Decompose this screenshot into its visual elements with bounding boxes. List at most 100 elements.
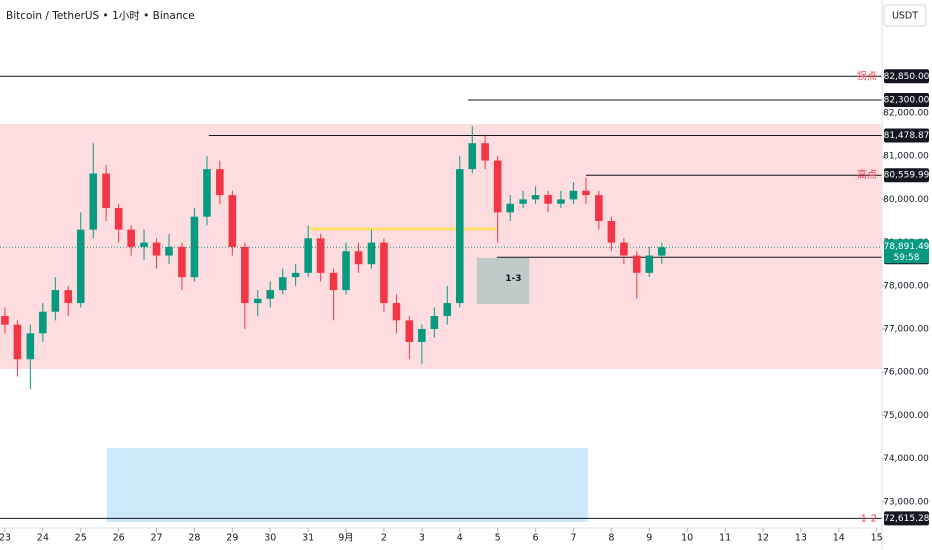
candle-body — [1, 316, 9, 325]
x-tick-label: 15 — [871, 533, 883, 544]
price-label: 82,850.00 — [884, 72, 930, 82]
candle-body — [531, 195, 540, 200]
x-tick-label: 9 — [646, 533, 652, 544]
candle-body — [544, 195, 552, 204]
candle-body — [316, 238, 325, 273]
x-tick-label: 31 — [302, 533, 314, 544]
y-tick-label: 75,000.00 — [883, 411, 929, 421]
candle-body — [607, 221, 616, 243]
candle-body — [380, 242, 388, 304]
candle-body — [114, 208, 123, 230]
price-label: 81,478.87 — [884, 131, 930, 141]
candle-body — [354, 251, 363, 265]
price-label-box — [884, 69, 929, 84]
current-price-label: 78,891.49 — [884, 242, 930, 252]
x-tick-label: 7 — [570, 533, 576, 544]
candle-body — [418, 328, 426, 342]
candle-body — [291, 272, 300, 278]
x-tick-label: 27 — [150, 533, 162, 544]
countdown-label: 59:58 — [894, 253, 920, 263]
candle-body — [13, 324, 22, 360]
candle-body — [405, 320, 414, 342]
y-tick-label: 73,000.00 — [883, 497, 929, 507]
candle-body — [165, 246, 173, 256]
candle-body — [506, 203, 514, 213]
candle-body — [481, 143, 489, 161]
candle-body — [39, 311, 47, 334]
candle-body — [140, 242, 148, 247]
candle-body — [582, 190, 590, 196]
x-tick-label: 4 — [457, 533, 463, 544]
price-label-box — [884, 511, 929, 526]
candle-body — [430, 316, 439, 329]
candle-body — [26, 333, 35, 360]
x-tick-label: 10 — [681, 533, 693, 544]
candle-body — [89, 173, 98, 230]
y-tick-label: 77,000.00 — [883, 324, 929, 334]
x-tick-label: 26 — [113, 533, 125, 544]
plot-area: 1-3 — [0, 75, 882, 523]
y-tick-label: 76,000.00 — [883, 368, 929, 378]
candle-body — [329, 272, 338, 291]
price-label-box — [884, 168, 929, 183]
y-tick-label: 74,000.00 — [883, 454, 929, 464]
price-note: 高点 — [857, 168, 877, 181]
y-tick-label: 78,000.00 — [883, 281, 929, 291]
candle-body — [595, 195, 603, 222]
price-label-box — [884, 128, 929, 143]
x-tick-label: 13 — [795, 533, 807, 544]
x-tick-label: 30 — [264, 533, 276, 544]
candle-body — [455, 169, 464, 304]
x-tick-label: 23 — [0, 533, 11, 544]
candle-body — [632, 255, 641, 273]
candle-body — [278, 277, 287, 291]
current-price-box — [884, 239, 929, 264]
candle-body — [216, 169, 224, 196]
candle-body — [102, 173, 110, 209]
candle-body — [620, 242, 628, 256]
price-note: 拐点 — [857, 69, 877, 82]
candle-body — [253, 298, 262, 304]
candle-body — [493, 160, 502, 213]
x-tick-label: 11 — [719, 533, 731, 544]
x-tick-label: 3 — [419, 533, 425, 544]
candle-body — [392, 303, 401, 321]
candle-body — [178, 246, 186, 278]
candle-body — [342, 251, 350, 291]
x-tick-label: 28 — [188, 533, 200, 544]
candle-body — [51, 290, 60, 312]
price-label: 72,615.28 — [884, 514, 930, 524]
zone — [476, 257, 530, 304]
chart-title: Bitcoin / TetherUS • 1小时 • Binance — [6, 10, 195, 22]
price-label: 82,300.00 — [884, 96, 930, 106]
candle-body — [304, 238, 312, 273]
candle-body — [645, 255, 654, 273]
x-tick-label: 12 — [757, 533, 769, 544]
x-tick-label: 14 — [833, 533, 845, 544]
currency-label[interactable]: USDT — [892, 11, 918, 22]
candle-body — [569, 190, 578, 200]
price-label-box — [884, 93, 929, 108]
candle-body — [64, 290, 73, 304]
candle-body — [127, 229, 135, 247]
candle-body — [266, 290, 275, 299]
x-tick-label: 5 — [495, 533, 501, 544]
x-tick-label: 9月 — [338, 533, 354, 544]
candle-body — [367, 242, 376, 265]
candle-body — [468, 143, 477, 170]
zone — [106, 448, 588, 523]
candle-body — [519, 199, 527, 204]
currency-button[interactable] — [883, 4, 927, 27]
x-tick-label: 24 — [37, 533, 49, 544]
zone-label: 1-3 — [505, 274, 521, 284]
candle-body — [203, 169, 211, 217]
price-label: 80,559.99 — [884, 171, 930, 181]
y-tick-label: 81,000.00 — [883, 152, 929, 162]
candle-body — [228, 195, 237, 247]
x-tick-label: 29 — [226, 533, 238, 544]
candle-body — [557, 199, 565, 204]
x-tick-label: 25 — [75, 533, 87, 544]
x-tick-label: 2 — [381, 533, 387, 544]
x-tick-label: 8 — [608, 533, 614, 544]
